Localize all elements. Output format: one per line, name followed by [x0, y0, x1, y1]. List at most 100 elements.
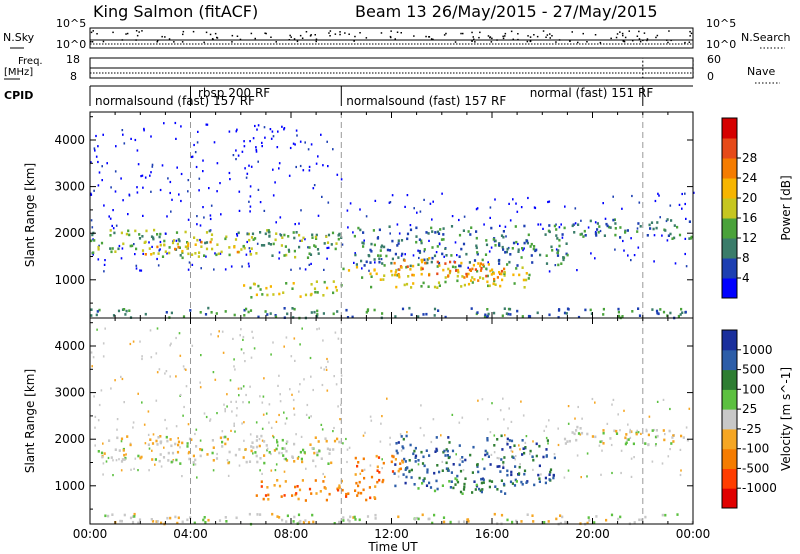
echo-cell [171, 451, 175, 455]
echo-cell [433, 489, 437, 493]
echo-cell [496, 438, 499, 441]
echo-cell [281, 518, 284, 522]
scatter-echo [481, 458, 484, 461]
echo-cell [535, 442, 538, 446]
echo-cell [469, 453, 472, 457]
nsky-point [365, 37, 368, 39]
scatter-echo [305, 467, 307, 470]
scatter-echo [400, 449, 403, 452]
echo-cell [535, 454, 538, 458]
echo-cell [414, 518, 417, 521]
nsky-point [309, 35, 312, 37]
echo-cell [648, 223, 651, 227]
scatter-echo [322, 339, 324, 342]
scatter-echo [249, 385, 251, 388]
echo-cell [463, 276, 466, 279]
scatter-echo [266, 447, 269, 450]
echo-cell [170, 444, 173, 448]
scatter-echo [258, 438, 261, 441]
echo-cell [549, 470, 552, 474]
scatter-echo [152, 433, 155, 436]
echo-cell [483, 467, 486, 471]
echo-cell [627, 438, 630, 441]
echo-cell [671, 436, 674, 439]
y-tick-label: 3000 [54, 180, 85, 194]
echo-cell [294, 493, 297, 497]
echo-cell [414, 454, 418, 458]
nsky-point [504, 35, 506, 37]
nsky-point [156, 41, 158, 43]
scatter-echo [179, 354, 182, 357]
echo-cell [518, 273, 521, 277]
scatter-echo [205, 123, 208, 126]
scatter-echo [561, 236, 564, 239]
echo-cell [282, 454, 285, 457]
nsearch-tick-low: 10^0 [706, 38, 736, 51]
echo-cell [298, 245, 301, 249]
scatter-echo [636, 429, 638, 432]
scatter-echo [100, 389, 103, 392]
echo-cell [307, 521, 311, 524]
scatter-echo [98, 171, 101, 174]
echo-cell [487, 263, 490, 266]
scatter-echo [320, 423, 323, 426]
status-marks [90, 30, 694, 79]
colorbar-swatch [722, 428, 737, 450]
scatter-echo [238, 209, 241, 212]
scatter-echo [594, 401, 596, 404]
echo-cell [505, 250, 508, 254]
echo-cell [247, 310, 250, 314]
echo-cell [668, 429, 671, 433]
echo-cell [111, 513, 114, 516]
scatter-echo [151, 245, 153, 248]
echo-cell [421, 267, 424, 271]
echo-cell [109, 247, 112, 250]
echo-cell [175, 231, 179, 234]
echo-cell [323, 280, 326, 284]
scatter-echo [352, 231, 354, 234]
echo-cell [374, 485, 377, 488]
echo-cell [472, 263, 475, 267]
scatter-echo [576, 269, 578, 272]
echo-cell [395, 268, 398, 272]
echo-cell [480, 490, 483, 494]
echo-cell [217, 252, 220, 256]
echo-cell [449, 520, 452, 524]
scatter-echo [121, 129, 124, 132]
echo-cell [471, 281, 474, 284]
echo-cell [543, 521, 546, 524]
echo-cell [93, 239, 96, 242]
echo-cell [143, 241, 146, 244]
status-panels: N.Sky 10^5 10^0 N.Search 10^5 10^0 Freq.… [3, 17, 791, 108]
scatter-echo [128, 193, 131, 196]
echo-cell [285, 282, 288, 285]
echo-cell [475, 244, 478, 248]
echo-cell [326, 447, 329, 451]
echo-cell [309, 293, 312, 297]
scatter-echo [148, 469, 150, 472]
echo-cell [234, 238, 238, 241]
nsky-point [622, 34, 624, 37]
echo-cell [129, 516, 133, 520]
colorbar-swatch [722, 488, 737, 509]
cpid-segment-label: normal (fast) 151 RF [530, 86, 654, 100]
echo-cell [667, 234, 670, 237]
echo-cell [331, 231, 335, 235]
echo-cell [156, 520, 159, 523]
scatter-echo [493, 451, 496, 454]
echo-cell [402, 437, 405, 441]
echo-cell [567, 308, 570, 311]
scatter-echo [590, 252, 592, 255]
echo-cell [518, 465, 521, 469]
echo-cell [422, 479, 425, 483]
scatter-echo [127, 213, 129, 216]
scatter-echo [327, 165, 329, 168]
scatter-echo [294, 223, 296, 226]
scatter-echo [681, 207, 683, 210]
echo-cell [251, 441, 254, 444]
nsky-point [389, 35, 392, 38]
scatter-echo [175, 425, 178, 428]
echo-cell [498, 465, 501, 468]
echo-cell [463, 520, 466, 523]
nsky-point [181, 41, 184, 43]
